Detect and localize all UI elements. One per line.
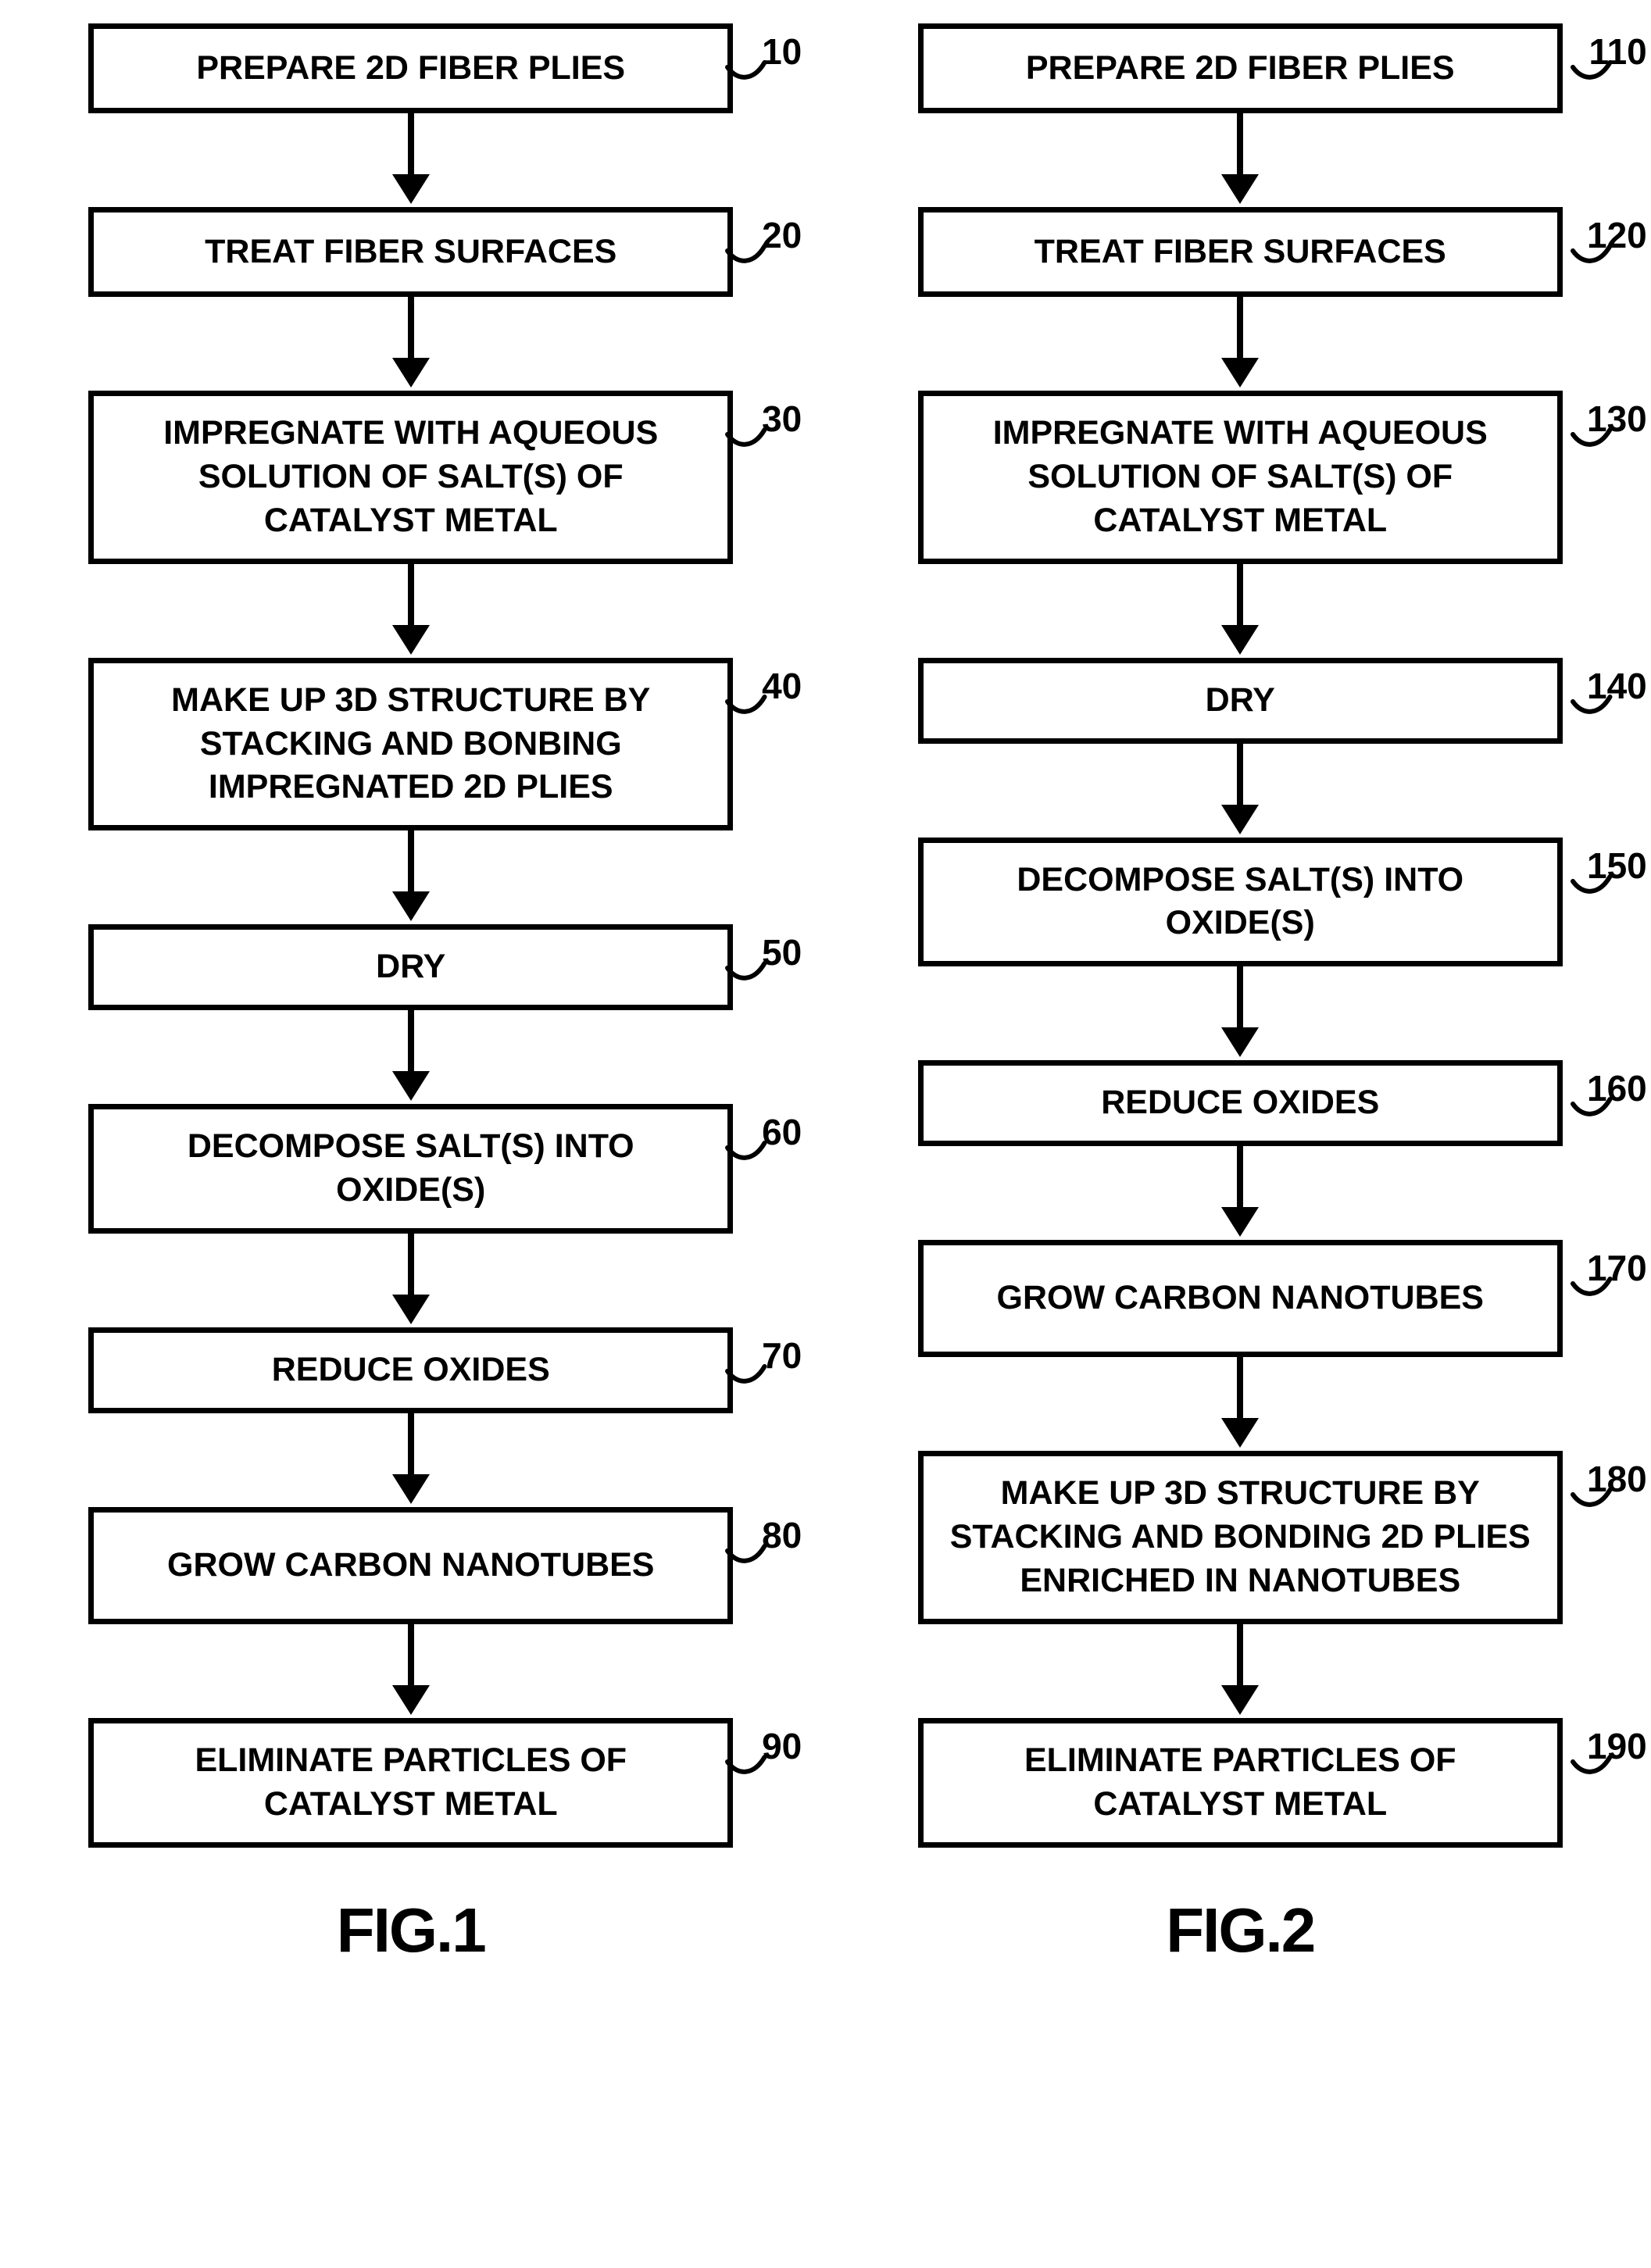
step-wrapper: MAKE UP 3D STRUCTURE BY STACKING AND BON… <box>16 658 806 831</box>
step-label: 110 <box>1589 29 1647 76</box>
step-wrapper: DRY140 <box>845 658 1636 744</box>
step-text: IMPREGNATE WITH AQUEOUS SOLUTION OF SALT… <box>117 412 704 543</box>
step-wrapper: GROW CARBON NANOTUBES170 <box>845 1240 1636 1357</box>
step-wrapper: TREAT FIBER SURFACES120 <box>845 207 1636 297</box>
step-text: DRY <box>376 945 445 989</box>
step-box: REDUCE OXIDES160 <box>918 1060 1563 1146</box>
step-box: ELIMINATE PARTICLES OF CATALYST METAL90 <box>88 1718 733 1848</box>
step-label: 70 <box>762 1333 802 1380</box>
figure-title: FIG.1 <box>337 1895 485 1966</box>
step-label: 20 <box>762 213 802 259</box>
step-text: DECOMPOSE SALT(S) INTO OXIDE(S) <box>117 1125 704 1213</box>
step-label: 170 <box>1587 1245 1647 1292</box>
step-box: ELIMINATE PARTICLES OF CATALYST METAL190 <box>918 1718 1563 1848</box>
flowchart-right: PREPARE 2D FIBER PLIES110 TREAT FIBER SUR… <box>845 23 1636 1966</box>
step-label: 120 <box>1587 213 1647 259</box>
step-wrapper: TREAT FIBER SURFACES 20 <box>16 207 806 297</box>
step-label: 50 <box>762 930 802 977</box>
step-text: IMPREGNATE WITH AQUEOUS SOLUTION OF SALT… <box>947 412 1534 543</box>
step-text: DECOMPOSE SALT(S) INTO OXIDE(S) <box>947 859 1534 946</box>
step-label: 150 <box>1587 843 1647 890</box>
step-box: PREPARE 2D FIBER PLIES110 <box>918 23 1563 113</box>
step-wrapper: REDUCE OXIDES160 <box>845 1060 1636 1146</box>
figure-title: FIG.2 <box>1166 1895 1314 1966</box>
step-wrapper: IMPREGNATE WITH AQUEOUS SOLUTION OF SALT… <box>845 391 1636 564</box>
step-text: ELIMINATE PARTICLES OF CATALYST METAL <box>117 1739 704 1827</box>
step-box: DRY50 <box>88 924 733 1010</box>
step-label: 30 <box>762 396 802 443</box>
step-box: REDUCE OXIDES70 <box>88 1327 733 1413</box>
step-box: PREPARE 2D FIBER PLIES10 <box>88 23 733 113</box>
step-wrapper: IMPREGNATE WITH AQUEOUS SOLUTION OF SALT… <box>16 391 806 564</box>
step-text: MAKE UP 3D STRUCTURE BY STACKING AND BON… <box>117 679 704 810</box>
step-wrapper: DECOMPOSE SALT(S) INTO OXIDE(S) 60 <box>16 1104 806 1234</box>
step-label: 190 <box>1587 1723 1647 1770</box>
step-box: IMPREGNATE WITH AQUEOUS SOLUTION OF SALT… <box>918 391 1563 564</box>
step-wrapper: DRY 50 <box>16 924 806 1010</box>
step-box: DRY140 <box>918 658 1563 744</box>
step-label: 80 <box>762 1513 802 1559</box>
flowchart-left: PREPARE 2D FIBER PLIES 10 TREAT FIBER SURF… <box>16 23 806 1966</box>
page-container: PREPARE 2D FIBER PLIES 10 TREAT FIBER SURF… <box>16 23 1635 1966</box>
step-wrapper: REDUCE OXIDES 70 <box>16 1327 806 1413</box>
step-label: 60 <box>762 1109 802 1156</box>
step-text: GROW CARBON NANOTUBES <box>997 1277 1484 1320</box>
step-text: DRY <box>1206 679 1275 723</box>
step-wrapper: PREPARE 2D FIBER PLIES110 <box>845 23 1636 113</box>
step-label: 160 <box>1587 1066 1647 1113</box>
step-text: TREAT FIBER SURFACES <box>205 230 616 274</box>
step-text: REDUCE OXIDES <box>1101 1081 1379 1125</box>
step-wrapper: PREPARE 2D FIBER PLIES 10 <box>16 23 806 113</box>
step-label: 180 <box>1587 1456 1647 1503</box>
step-text: PREPARE 2D FIBER PLIES <box>1026 47 1455 91</box>
step-box: TREAT FIBER SURFACES20 <box>88 207 733 297</box>
step-label: 130 <box>1587 396 1647 443</box>
step-text: ELIMINATE PARTICLES OF CATALYST METAL <box>947 1739 1534 1827</box>
step-text: REDUCE OXIDES <box>272 1348 550 1392</box>
step-text: GROW CARBON NANOTUBES <box>167 1544 654 1588</box>
step-box: DECOMPOSE SALT(S) INTO OXIDE(S)60 <box>88 1104 733 1234</box>
step-label: 10 <box>762 29 802 76</box>
step-box: GROW CARBON NANOTUBES80 <box>88 1507 733 1624</box>
step-box: DECOMPOSE SALT(S) INTO OXIDE(S)150 <box>918 838 1563 967</box>
step-text: MAKE UP 3D STRUCTURE BY STACKING AND BON… <box>947 1472 1534 1603</box>
step-box: MAKE UP 3D STRUCTURE BY STACKING AND BON… <box>88 658 733 831</box>
step-box: TREAT FIBER SURFACES120 <box>918 207 1563 297</box>
step-wrapper: GROW CARBON NANOTUBES 80 <box>16 1507 806 1624</box>
step-wrapper: MAKE UP 3D STRUCTURE BY STACKING AND BON… <box>845 1451 1636 1624</box>
step-box: GROW CARBON NANOTUBES170 <box>918 1240 1563 1357</box>
step-box: MAKE UP 3D STRUCTURE BY STACKING AND BON… <box>918 1451 1563 1624</box>
step-box: IMPREGNATE WITH AQUEOUS SOLUTION OF SALT… <box>88 391 733 564</box>
step-label: 40 <box>762 663 802 710</box>
step-wrapper: DECOMPOSE SALT(S) INTO OXIDE(S)150 <box>845 838 1636 967</box>
step-text: TREAT FIBER SURFACES <box>1035 230 1446 274</box>
step-wrapper: ELIMINATE PARTICLES OF CATALYST METAL190 <box>845 1718 1636 1848</box>
step-label: 90 <box>762 1723 802 1770</box>
step-text: PREPARE 2D FIBER PLIES <box>196 47 625 91</box>
step-label: 140 <box>1587 663 1647 710</box>
step-wrapper: ELIMINATE PARTICLES OF CATALYST METAL 90 <box>16 1718 806 1848</box>
